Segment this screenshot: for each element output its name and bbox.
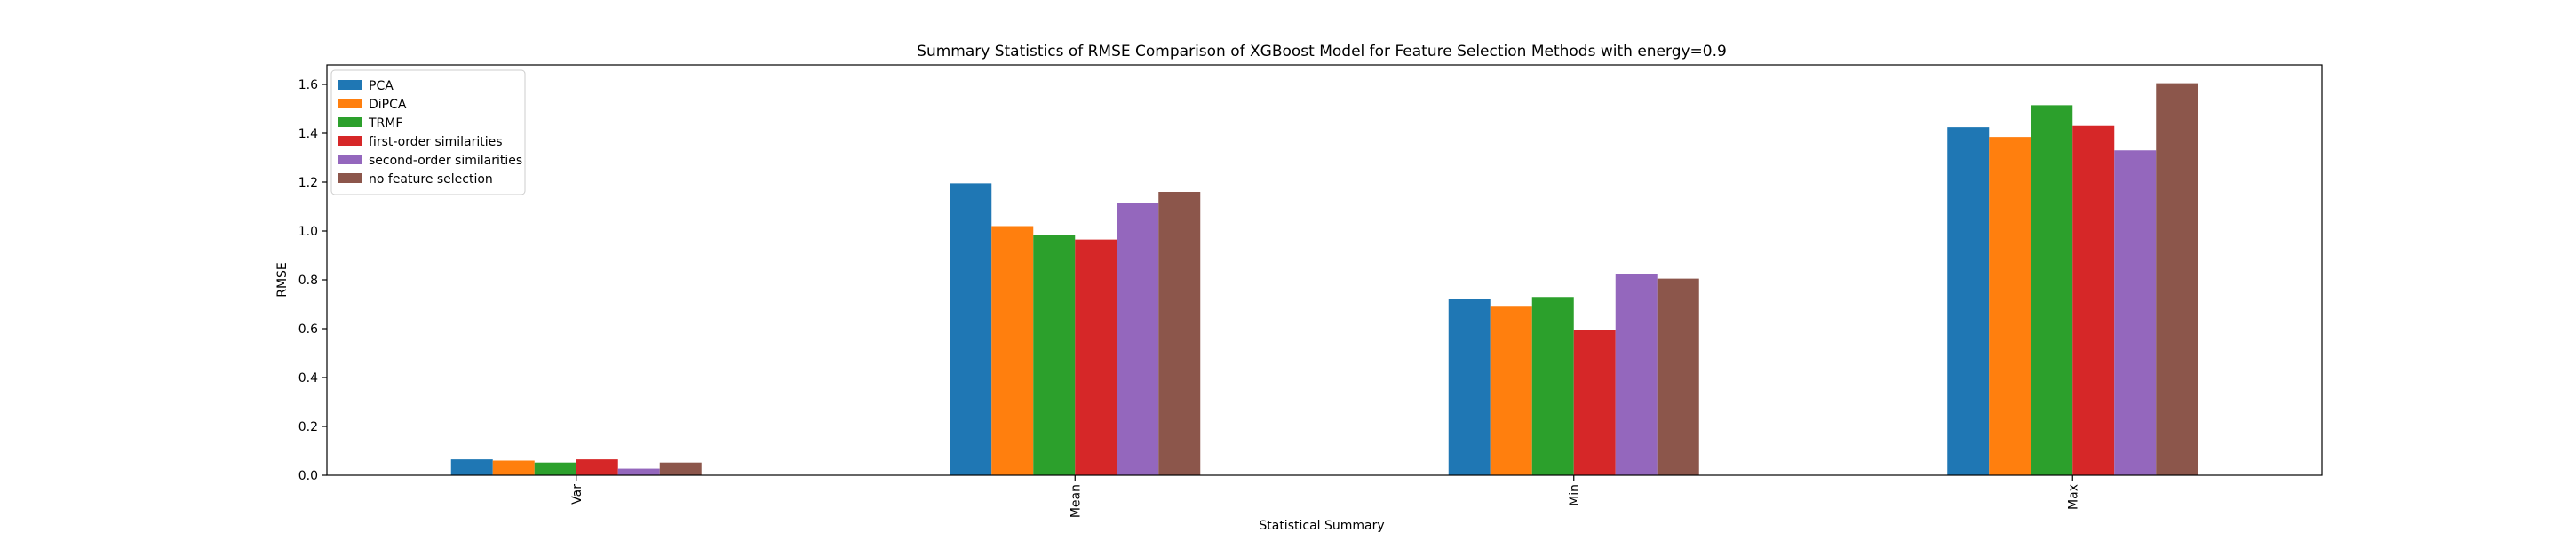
x-tick-label: Mean <box>1069 484 1083 518</box>
bar <box>450 459 493 475</box>
legend-swatch <box>338 117 362 127</box>
bar <box>1573 330 1616 475</box>
legend-swatch <box>338 99 362 108</box>
legend-swatch <box>338 80 362 90</box>
x-tick-label: Min <box>1568 484 1582 506</box>
bar <box>1989 137 2031 475</box>
bar <box>991 226 1034 475</box>
legend-label: PCA <box>369 79 394 93</box>
x-axis-ticks: Var Mean Min Max <box>570 475 2080 518</box>
y-axis-ticks: 0.0 0.2 0.4 0.6 0.8 1.0 1.2 1.4 1.6 <box>298 78 327 483</box>
bar <box>1033 235 1076 475</box>
y-tick-label: 0.6 <box>298 322 318 337</box>
bar <box>1615 274 1658 475</box>
bar <box>2114 150 2157 475</box>
bar <box>950 183 992 475</box>
y-axis-label: RMSE <box>275 262 290 298</box>
legend: PCA DiPCA TRMF first-order similarities seco… <box>330 69 526 195</box>
plot-frame <box>326 64 2323 476</box>
legend-swatch <box>338 155 362 164</box>
bar-group <box>450 83 2198 475</box>
bar <box>2031 105 2073 475</box>
legend-label: no feature selection <box>369 172 493 187</box>
bar <box>1075 239 1117 475</box>
legend-label: second-order similarities <box>369 154 522 168</box>
legend-box <box>330 69 526 195</box>
x-axis-label: Statistical Summary <box>1259 519 1384 533</box>
legend-label: first-order similarities <box>369 135 503 149</box>
x-tick-label: Max <box>2066 484 2080 510</box>
bar <box>1531 297 1574 475</box>
legend-swatch <box>338 136 362 146</box>
x-tick-label: Var <box>570 484 584 505</box>
bar <box>1947 127 1990 475</box>
bar <box>1117 203 1159 475</box>
y-tick-label: 0.8 <box>298 274 318 288</box>
y-tick-label: 0.4 <box>298 371 318 386</box>
bar <box>1490 306 1532 475</box>
bar <box>659 462 702 475</box>
legend-label: TRMF <box>368 116 402 131</box>
legend-swatch <box>338 173 362 183</box>
bar <box>576 459 618 475</box>
y-tick-label: 1.6 <box>298 78 318 92</box>
legend-label: DiPCA <box>369 98 407 112</box>
y-tick-label: 1.0 <box>298 225 318 239</box>
bar <box>2156 83 2198 475</box>
y-tick-label: 1.2 <box>298 176 318 190</box>
bar <box>492 460 535 475</box>
bar <box>1657 278 1699 475</box>
bar <box>617 468 660 475</box>
chart-title: Summary Statistics of RMSE Comparison of… <box>917 43 1727 60</box>
y-tick-label: 0.2 <box>298 420 318 434</box>
bar <box>534 462 576 475</box>
y-tick-label: 1.4 <box>298 127 318 141</box>
y-tick-label: 0.0 <box>298 469 318 483</box>
bar <box>2072 125 2115 475</box>
bar <box>1158 192 1201 475</box>
bar <box>1448 299 1491 475</box>
